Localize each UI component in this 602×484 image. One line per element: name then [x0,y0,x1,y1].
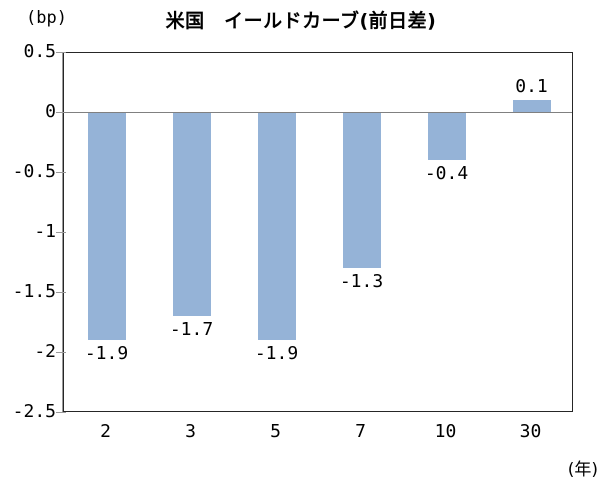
bar-label: -1.9 [84,343,129,364]
bar [172,112,211,316]
y-tick-label: -2 [34,341,56,362]
y-tick-mark [56,232,66,233]
y-tick-mark [56,112,66,113]
y-tick-label: -1.5 [12,281,56,302]
y-tick-label: -1 [34,221,56,242]
bar [257,112,296,340]
bar-label: 0.1 [515,76,548,97]
x-axis-unit-label: (年) [567,460,598,480]
y-tick-label: -0.5 [12,161,56,182]
y-tick-label: 0 [45,101,56,122]
bar [512,100,551,112]
bar [427,112,466,160]
bar-label: -1.9 [254,343,299,364]
x-tick-label: 7 [355,421,366,442]
bar [87,112,126,340]
x-tick-label: 5 [270,421,281,442]
y-tick-mark [56,172,66,173]
y-tick-mark [56,292,66,293]
bar-label: -1.7 [169,319,214,340]
chart-title: 米国 イールドカーブ(前日差) [165,10,437,32]
y-axis-unit-label: (bp) [26,8,67,28]
bar-label: -1.3 [339,271,384,292]
x-tick-label: 3 [185,421,196,442]
y-tick-label: 0.5 [23,41,56,62]
bar [342,112,381,268]
zero-baseline [64,112,572,113]
x-tick-label: 10 [434,421,457,442]
y-tick-mark [56,352,66,353]
x-tick-label: 30 [519,421,542,442]
bar-label: -0.4 [424,163,469,184]
y-tick-mark [56,52,66,53]
y-tick-label: -2.5 [12,401,56,422]
x-tick-label: 2 [100,421,111,442]
y-tick-mark [56,412,66,413]
plot-area: -1.9 -1.7 -1.9 -1.3 -0.4 0.1 [63,52,573,412]
